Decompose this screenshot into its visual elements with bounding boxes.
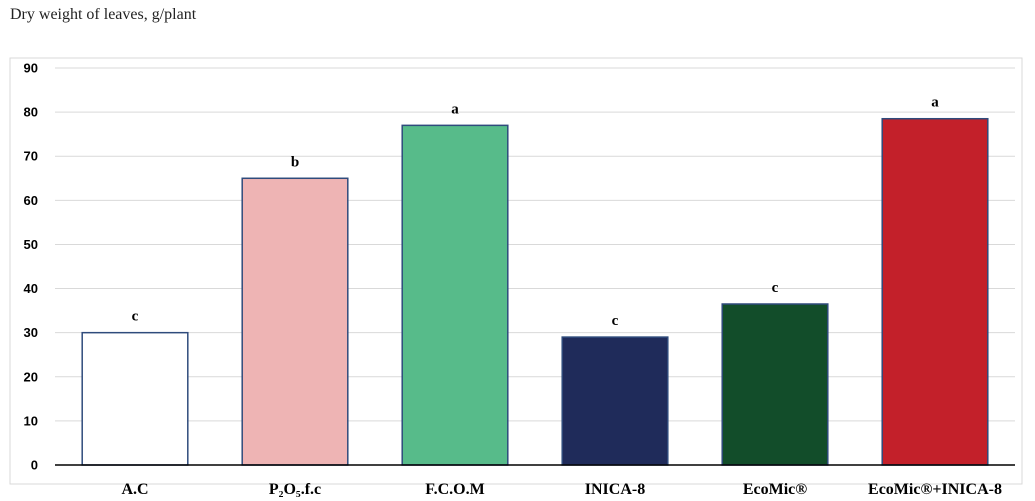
bar	[722, 304, 828, 465]
gridlines	[55, 68, 1015, 421]
significance-letter: c	[612, 313, 619, 329]
bar	[402, 125, 508, 465]
significance-letter: a	[931, 95, 939, 111]
x-tick-label: P₂O₅.f.c	[269, 481, 321, 498]
y-tick-label: 10	[24, 413, 38, 428]
x-tick-label: INICA-8	[585, 481, 645, 498]
bar	[242, 178, 348, 465]
y-axis-ticks: 0 10 20 30 40 50 60 70 80 90	[24, 61, 38, 473]
bar	[882, 119, 988, 465]
y-tick-label: 80	[24, 105, 38, 120]
x-tick-label: EcoMic®+INICA-8	[868, 481, 1002, 498]
y-tick-label: 60	[24, 193, 38, 208]
y-tick-label: 40	[24, 281, 38, 296]
y-tick-label: 30	[24, 325, 38, 340]
x-tick-label: A.C	[121, 481, 148, 498]
significance-letter: c	[772, 280, 779, 296]
y-tick-label: 0	[31, 458, 38, 473]
significance-letter: c	[132, 309, 139, 325]
y-tick-label: 90	[24, 61, 38, 76]
x-tick-label: EcoMic®	[743, 481, 807, 498]
significance-letter: a	[451, 101, 459, 117]
bars	[82, 119, 988, 465]
y-tick-label: 70	[24, 149, 38, 164]
bar	[82, 333, 188, 465]
x-tick-label: F.C.O.M	[425, 481, 484, 498]
significance-letter: b	[291, 154, 299, 170]
bar	[562, 337, 668, 465]
y-tick-label: 50	[24, 237, 38, 252]
y-tick-label: 20	[24, 369, 38, 384]
